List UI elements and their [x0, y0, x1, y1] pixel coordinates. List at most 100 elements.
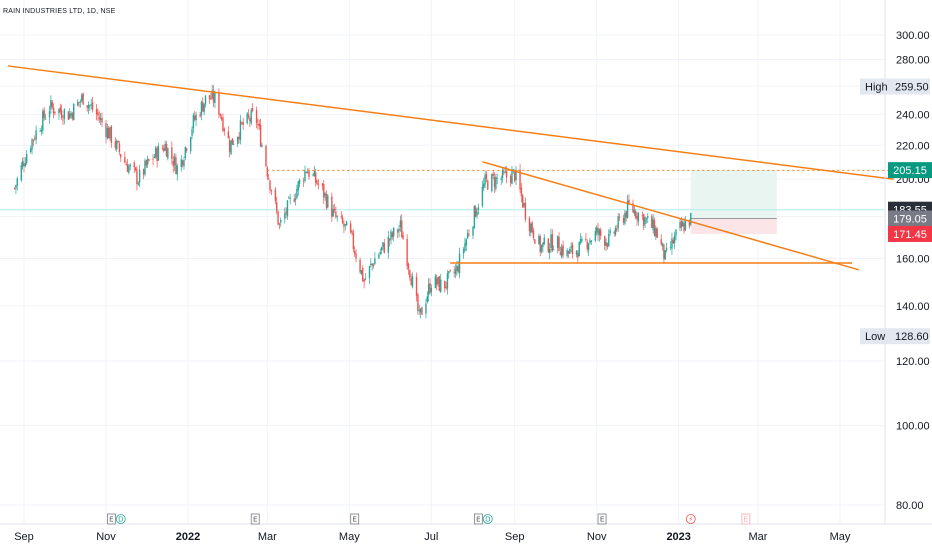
candle-body: [520, 187, 523, 197]
candle-body: [624, 212, 626, 224]
event-marker[interactable]: E: [597, 513, 607, 525]
candle-body: [148, 159, 150, 161]
event-marker[interactable]: E: [350, 513, 360, 525]
candle-body: [362, 268, 364, 281]
event-marker[interactable]: E: [106, 513, 116, 525]
dividend-icon: [482, 514, 493, 524]
candle-body: [269, 180, 271, 190]
x-tick-label: Mar: [258, 531, 277, 543]
high-tag: [860, 78, 930, 95]
candle-body: [531, 222, 533, 232]
candle-body: [208, 95, 211, 99]
candle-body: [440, 279, 442, 292]
candle-body: [220, 117, 223, 120]
candle-body: [114, 141, 117, 148]
candle-body: [316, 180, 318, 185]
candle-body: [456, 265, 458, 271]
candle-body: [302, 180, 305, 182]
candle-body: [79, 101, 82, 103]
candle-body: [530, 223, 532, 233]
candle-body: [392, 227, 395, 237]
candle-body: [614, 227, 617, 235]
candle-body: [50, 99, 52, 110]
trendline-long-downtrend[interactable]: [7, 65, 894, 180]
candle-body: [655, 228, 657, 237]
candle-body: [145, 160, 148, 166]
candle-body: [134, 167, 137, 171]
low-tag: [860, 328, 930, 345]
candle-body: [476, 211, 478, 216]
event-symbol: ⚡: [688, 516, 693, 524]
x-tick-label: Jul: [424, 531, 438, 543]
earnings-icon: [250, 513, 260, 525]
candle-body: [312, 174, 314, 176]
events[interactable]: E D E E E D E ⚡ E: [106, 513, 751, 525]
event-marker[interactable]: E: [741, 513, 751, 525]
candle-body: [35, 130, 37, 140]
trendlines[interactable]: [7, 65, 894, 271]
candle-body: [419, 308, 422, 313]
candle-body: [69, 113, 71, 119]
price-tag-stop: [888, 225, 932, 242]
candle-body: [363, 279, 365, 282]
candle-body: [485, 173, 488, 179]
candle-body: [411, 276, 414, 288]
candle-body: [644, 217, 646, 225]
candle-body: [617, 216, 619, 228]
candle-body: [194, 116, 196, 120]
candle-body: [340, 216, 342, 218]
candle-body: [128, 166, 130, 173]
candle-body: [199, 114, 201, 117]
candle-body: [106, 128, 109, 139]
candle-body: [218, 91, 220, 115]
earnings-icon: [597, 513, 607, 525]
candle-body: [305, 172, 308, 173]
candle-body: [628, 199, 630, 204]
event-marker[interactable]: ⚡: [685, 514, 696, 524]
candle-body: [427, 284, 430, 296]
candle-body: [321, 183, 324, 186]
candle-body: [399, 220, 402, 227]
candle-body: [315, 172, 317, 183]
candle-body: [24, 163, 27, 167]
event-marker[interactable]: E: [250, 513, 260, 525]
candle-body: [246, 113, 248, 124]
candle-body: [259, 124, 262, 147]
event-marker[interactable]: E: [473, 513, 483, 525]
event-marker[interactable]: D: [482, 514, 493, 524]
trendline-triangle-upper[interactable]: [482, 161, 860, 271]
candle-body: [660, 239, 662, 245]
candle-body: [54, 111, 56, 114]
candle-body: [288, 197, 290, 199]
candle-body: [421, 307, 423, 315]
event-symbol: E: [352, 516, 356, 524]
candle-body: [172, 160, 174, 167]
candle-body: [43, 109, 45, 118]
candle-body: [327, 195, 329, 208]
candle-body: [345, 221, 348, 226]
candle-body: [634, 211, 637, 218]
candle-body: [171, 147, 173, 159]
candle-body: [42, 111, 44, 131]
candle-body: [274, 189, 277, 201]
candle-body: [110, 126, 113, 143]
candle-body: [664, 250, 666, 260]
candle-body: [34, 138, 36, 140]
event-marker[interactable]: D: [115, 514, 126, 524]
y-tick-label: 100.00: [896, 421, 930, 433]
candle-body: [446, 273, 449, 289]
candle-body: [91, 102, 94, 110]
candle-body: [211, 90, 213, 99]
low-tag-value: 128.60: [895, 331, 929, 343]
candle-body: [578, 241, 580, 257]
candle-body: [352, 232, 355, 250]
candle-body: [82, 93, 84, 105]
y-tick-label: 160.00: [896, 254, 930, 266]
y-tick-label: 280.00: [896, 55, 930, 67]
x-tick-label: 2022: [176, 531, 200, 543]
candle-body: [296, 189, 298, 199]
candle-body: [570, 246, 572, 249]
